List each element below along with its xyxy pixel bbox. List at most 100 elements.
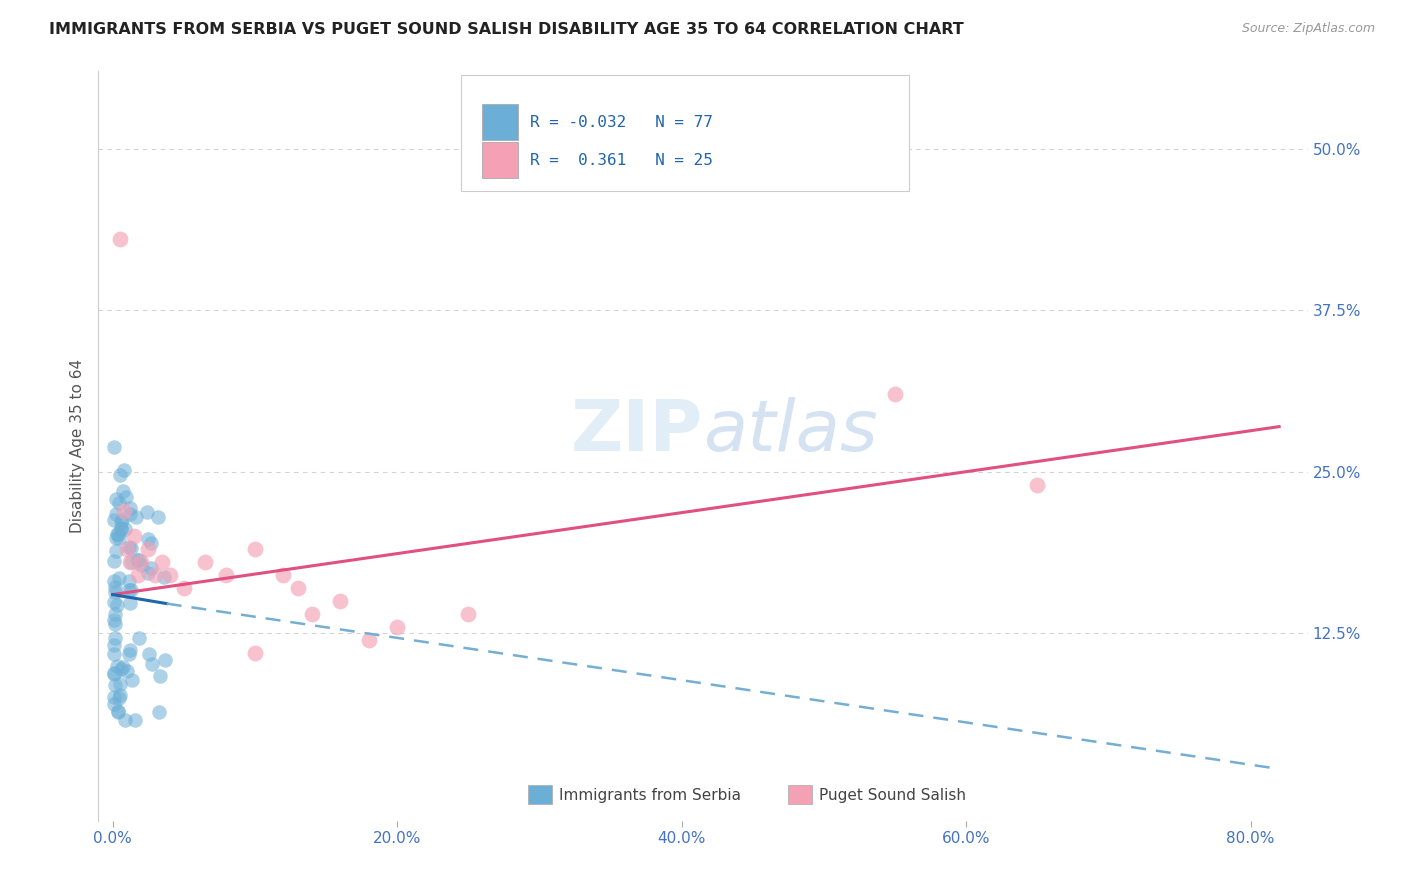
Point xyxy=(105,543,128,558)
Point xyxy=(110,522,132,536)
Point xyxy=(155,653,177,667)
Point xyxy=(118,555,141,569)
Point xyxy=(121,673,143,688)
Point xyxy=(103,613,125,627)
Point xyxy=(118,597,141,611)
Point xyxy=(108,571,131,585)
Point xyxy=(107,705,129,719)
Point xyxy=(120,642,142,657)
Point xyxy=(120,501,142,516)
Point xyxy=(194,555,217,569)
Point xyxy=(111,484,134,499)
Point xyxy=(136,533,159,547)
Text: R = -0.032   N = 77: R = -0.032 N = 77 xyxy=(530,115,713,130)
Point xyxy=(118,647,141,661)
Point xyxy=(107,527,129,541)
Point xyxy=(357,632,380,647)
Point xyxy=(103,666,125,681)
Point xyxy=(108,496,131,510)
Point xyxy=(136,542,159,557)
Point xyxy=(139,536,162,550)
Point xyxy=(146,510,169,524)
Point xyxy=(103,595,125,609)
FancyBboxPatch shape xyxy=(461,75,908,191)
Point xyxy=(136,505,159,519)
Point xyxy=(104,585,127,599)
Point xyxy=(149,669,172,683)
Point xyxy=(115,491,138,505)
Text: Puget Sound Salish: Puget Sound Salish xyxy=(820,788,966,803)
Point xyxy=(108,690,131,705)
Point xyxy=(107,706,129,720)
Point xyxy=(152,555,174,569)
Point xyxy=(103,513,125,527)
Point xyxy=(118,540,141,554)
Point xyxy=(118,582,141,597)
Point xyxy=(124,714,146,728)
Point xyxy=(105,491,128,506)
Point xyxy=(243,646,266,660)
FancyBboxPatch shape xyxy=(527,786,551,805)
Point xyxy=(104,607,127,621)
Point xyxy=(128,631,150,645)
Point xyxy=(120,555,142,569)
Point xyxy=(110,468,132,483)
Point xyxy=(112,503,135,517)
Point xyxy=(105,527,128,541)
Point xyxy=(117,664,139,678)
FancyBboxPatch shape xyxy=(482,104,517,140)
Text: Immigrants from Serbia: Immigrants from Serbia xyxy=(560,788,741,803)
Point xyxy=(884,387,907,401)
Point xyxy=(243,542,266,557)
Point xyxy=(159,568,181,582)
Point xyxy=(103,667,125,681)
Point xyxy=(108,232,131,246)
Point xyxy=(129,555,152,569)
Point xyxy=(127,552,149,566)
Point xyxy=(143,568,166,582)
Point xyxy=(457,607,479,621)
Point xyxy=(110,662,132,676)
Point xyxy=(153,570,176,584)
Point xyxy=(103,690,125,705)
Point xyxy=(104,507,127,521)
Point xyxy=(104,531,127,545)
Point xyxy=(141,561,163,575)
Point xyxy=(329,594,352,608)
Point xyxy=(104,678,127,692)
Point xyxy=(301,607,323,621)
Point xyxy=(110,521,132,535)
Point xyxy=(1026,477,1049,491)
Point xyxy=(138,648,160,662)
Point xyxy=(385,620,408,634)
Point xyxy=(124,509,146,524)
Point xyxy=(111,660,134,674)
Point xyxy=(108,531,131,545)
Point xyxy=(111,513,134,527)
Point xyxy=(112,463,135,477)
Point xyxy=(120,541,142,555)
Point xyxy=(104,580,127,594)
Point xyxy=(108,676,131,690)
Point xyxy=(273,568,295,582)
Point xyxy=(215,568,238,582)
Point xyxy=(122,529,145,543)
Point xyxy=(103,697,125,711)
Point xyxy=(115,542,138,557)
Point xyxy=(114,522,136,536)
Point xyxy=(118,508,141,522)
Point xyxy=(103,554,125,568)
Point xyxy=(103,648,125,662)
Point xyxy=(148,705,170,719)
Point xyxy=(287,581,309,595)
Point xyxy=(104,617,127,632)
Point xyxy=(129,558,152,572)
Point xyxy=(128,553,150,567)
Point xyxy=(173,581,195,595)
Y-axis label: Disability Age 35 to 64: Disability Age 35 to 64 xyxy=(70,359,86,533)
FancyBboxPatch shape xyxy=(482,143,517,178)
Point xyxy=(104,631,127,645)
Point xyxy=(103,574,125,588)
Point xyxy=(120,582,142,597)
Point xyxy=(136,566,159,580)
